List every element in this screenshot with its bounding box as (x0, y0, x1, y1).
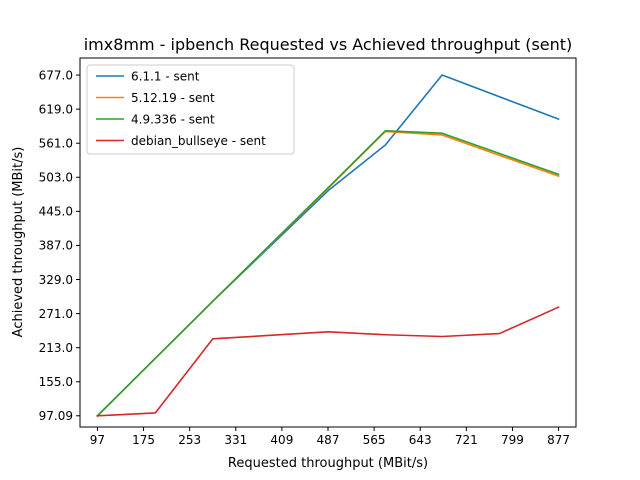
legend-label-4: debian_bullseye - sent (131, 134, 266, 148)
legend: 6.1.1 - sent 5.12.19 - sent 4.9.336 - sent… (86, 64, 295, 155)
x-tick-label: 565 (363, 433, 386, 447)
x-tick-label: 175 (132, 433, 155, 447)
x-tick-label: 253 (178, 433, 201, 447)
y-axis-label: Achieved throughput (MBit/s) (11, 147, 26, 338)
x-axis-label: Requested throughput (MBit/s) (228, 456, 428, 471)
x-tick-label: 487 (317, 433, 340, 447)
y-tick-label: 329.0 (39, 273, 73, 287)
legend-frame (86, 64, 295, 155)
legend-label-1: 6.1.1 - sent (131, 70, 200, 84)
x-tick-label: 721 (455, 433, 478, 447)
y-tick-label: 561.0 (39, 136, 73, 150)
y-tick-label: 677.0 (39, 68, 73, 82)
series-line-4 (96, 306, 560, 417)
y-axis: 97.09 155.0 213.0 271.0 329.0 387.0 445.0 503.0… (39, 68, 80, 423)
y-tick-label: 155.0 (39, 375, 73, 389)
x-tick-label: 97 (90, 433, 105, 447)
x-tick-label: 643 (409, 433, 432, 447)
x-tick-label: 799 (501, 433, 524, 447)
series-line-3 (96, 130, 560, 417)
x-tick-label: 331 (224, 433, 247, 447)
y-tick-label: 619.0 (39, 102, 73, 116)
x-tick-label: 409 (270, 433, 293, 447)
y-tick-label: 271.0 (39, 307, 73, 321)
legend-label-3: 4.9.336 - sent (131, 113, 215, 127)
y-tick-label: 97.09 (39, 409, 73, 423)
plot-area (96, 74, 560, 417)
legend-label-2: 5.12.19 - sent (131, 91, 215, 105)
y-tick-label: 503.0 (39, 171, 73, 185)
y-tick-label: 387.0 (39, 239, 73, 253)
y-tick-label: 445.0 (39, 205, 73, 219)
chart-title: imx8mm - ipbench Requested vs Achieved t… (84, 35, 573, 54)
x-axis: 97 175 253 331 409 487 565 643 721 799 877 (90, 427, 570, 447)
x-tick-label: 877 (547, 433, 570, 447)
y-tick-label: 213.0 (39, 341, 73, 355)
